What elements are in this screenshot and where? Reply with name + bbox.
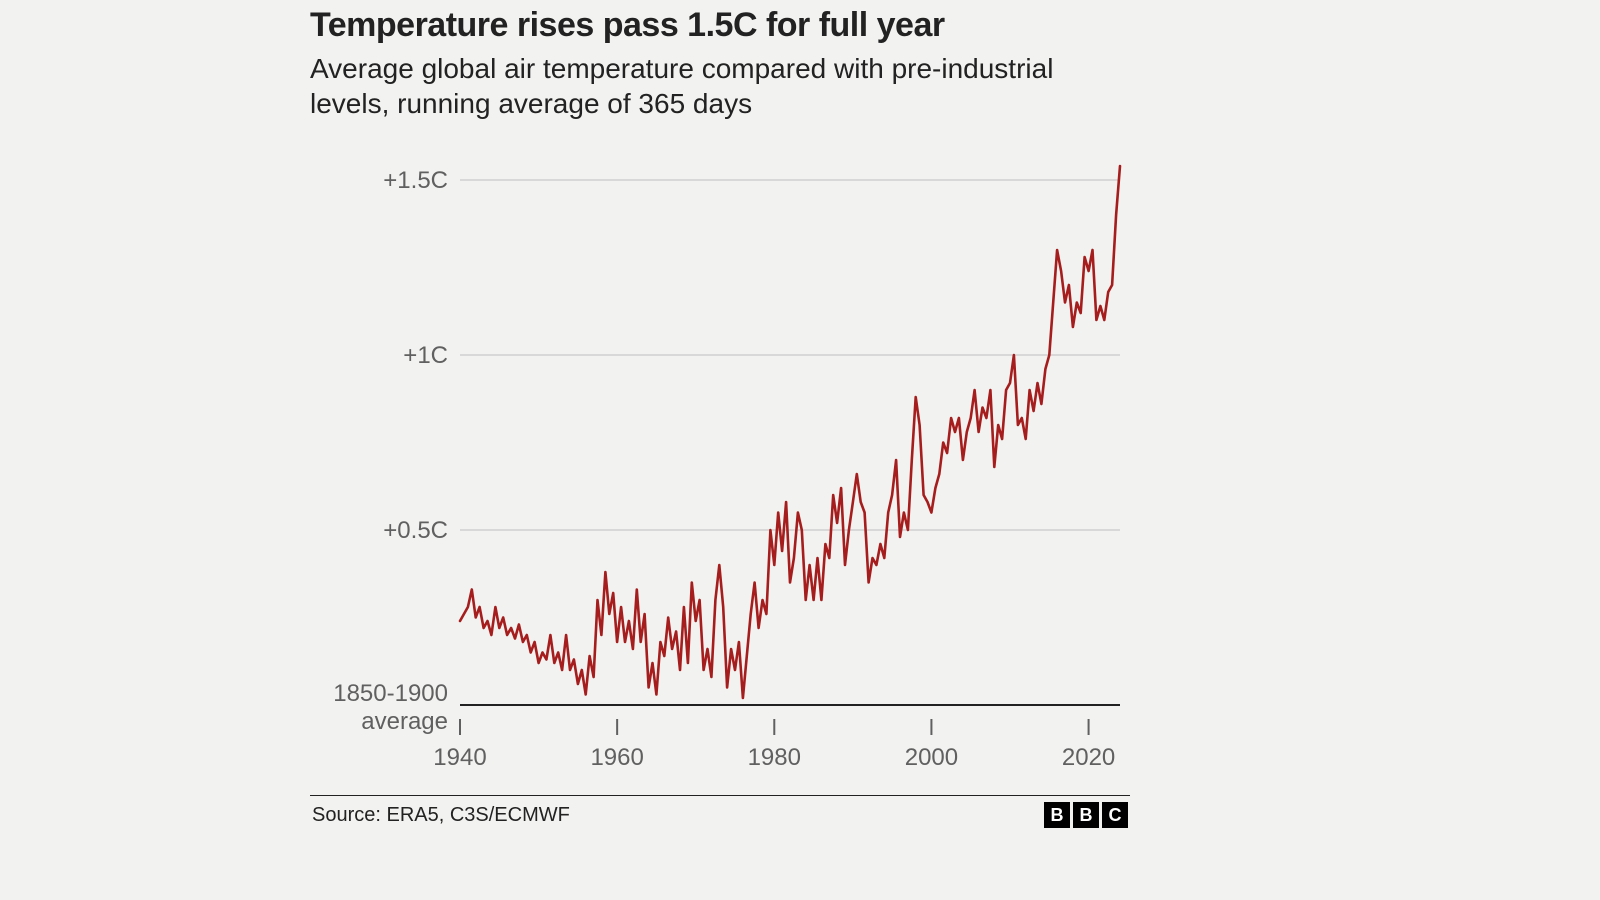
chart-svg: +0.5C +1C +1.5C 1850-1900average 1940 1960 198… [310,135,1130,795]
chart-subtitle: Average global air temperature compared … [310,51,1130,121]
baseline-label-1: 1850-1900 [333,680,448,707]
x-tick-label: 2020 [1062,744,1115,771]
x-tick-label: 2000 [905,744,958,771]
bbc-logo-letter: B [1044,802,1070,828]
chart-plot: +0.5C +1C +1.5C 1850-1900average 1940 1960 198… [310,135,1130,795]
chart-title: Temperature rises pass 1.5C for full yea… [310,6,1130,45]
y-tick-label: +1C [403,342,448,369]
bbc-logo-letter: C [1102,802,1128,828]
source-label: Source: ERA5, C3S/ECMWF [312,804,570,827]
chart-footer: Source: ERA5, C3S/ECMWF B B C [310,796,1130,828]
x-tick-label: 1960 [590,744,643,771]
y-tick-label: +1.5C [383,167,448,194]
x-tick-label: 1940 [433,744,486,771]
x-tick-label: 1980 [748,744,801,771]
baseline-label-2: average [361,708,448,735]
y-tick-label: +0.5C [383,517,448,544]
temperature-series [460,166,1120,698]
bbc-logo: B B C [1044,802,1128,828]
chart-container: Temperature rises pass 1.5C for full yea… [310,0,1130,828]
bbc-logo-letter: B [1073,802,1099,828]
